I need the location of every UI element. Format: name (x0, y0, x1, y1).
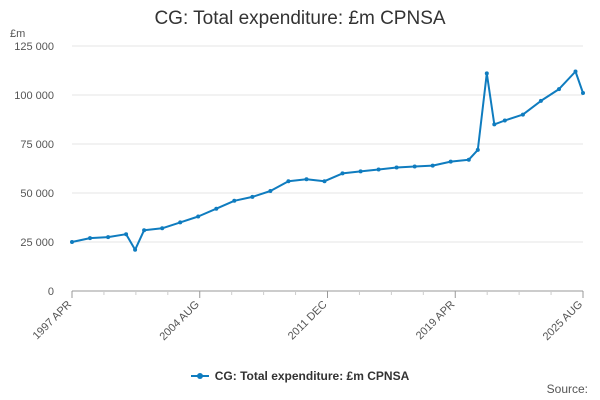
y-tick-label: 0 (48, 286, 54, 298)
data-point (573, 69, 578, 74)
x-tick-label: 2025 AUG (541, 299, 585, 343)
data-point (124, 232, 129, 237)
data-point (358, 169, 363, 174)
data-point (376, 167, 381, 172)
data-point (196, 214, 201, 219)
x-tick-label: 2019 APR (414, 299, 458, 343)
data-point (502, 118, 507, 123)
data-point (520, 112, 525, 117)
x-tick-label: 1997 APR (31, 299, 75, 343)
legend-swatch (190, 373, 209, 379)
data-point (160, 226, 165, 231)
y-tick-label: 100 000 (14, 90, 54, 102)
data-point (412, 164, 417, 169)
data-point (250, 194, 255, 199)
y-tick-label: 125 000 (14, 41, 54, 53)
data-point (70, 240, 74, 244)
data-point (232, 198, 237, 203)
data-point (448, 159, 453, 164)
data-point (304, 177, 309, 182)
data-point (268, 189, 273, 193)
data-point (133, 247, 138, 252)
series-line (71, 70, 584, 251)
data-point (581, 91, 585, 95)
gridlines (72, 45, 583, 292)
data-point (430, 163, 435, 168)
source-label: Source: (546, 382, 588, 396)
data-point (106, 235, 111, 240)
x-tick-label: 2011 DEC (286, 299, 330, 343)
chart-title: CG: Total expenditure: £m CPNSA (154, 8, 446, 29)
data-point (178, 220, 183, 225)
legend[interactable]: CG: Total expenditure: £m CPNSA (0, 366, 600, 383)
data-point (538, 98, 543, 103)
legend-marker (196, 373, 203, 379)
data-point (475, 147, 480, 152)
data-point (466, 157, 471, 162)
series-group (70, 69, 585, 252)
data-point (557, 87, 561, 92)
data-point (340, 171, 345, 176)
data-point (394, 165, 399, 170)
data-point (286, 179, 291, 184)
y-tick-label: 25 000 (20, 237, 54, 249)
y-tick-label: 75 000 (20, 139, 54, 151)
legend-label: CG: Total expenditure: £m CPNSA (214, 369, 410, 383)
x-axis: 1997 APR 2004 AUG 2011 DEC 2019 APR 2025 AUG (31, 291, 585, 343)
data-point (88, 236, 92, 241)
x-tick-label: 2004 AUG (157, 299, 201, 343)
y-axis-unit-label: £m (10, 28, 26, 40)
y-axis-ticks: 0 25 000 50 000 75 000 100 000 125 000 (14, 41, 54, 298)
data-point (492, 122, 497, 127)
y-tick-label: 50 000 (20, 188, 54, 200)
data-point (322, 179, 327, 184)
data-point (484, 71, 489, 76)
data-point (214, 206, 219, 211)
data-point (142, 228, 147, 233)
